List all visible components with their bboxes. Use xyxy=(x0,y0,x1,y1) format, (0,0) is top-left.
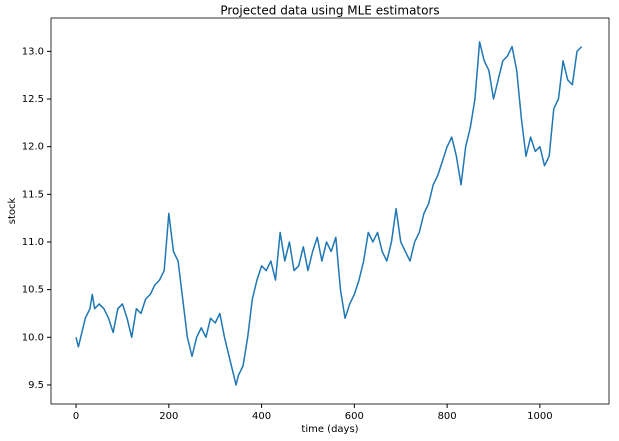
y-tick-label: 11.0 xyxy=(22,237,44,248)
x-tick-label: 200 xyxy=(159,411,178,422)
y-axis-label: stock xyxy=(7,198,18,225)
y-tick-label: 10.5 xyxy=(22,285,44,296)
data-line xyxy=(75,41,583,386)
x-tick-label: 1000 xyxy=(527,411,552,422)
y-tick-label: 12.5 xyxy=(22,94,44,105)
y-tick-label: 12.0 xyxy=(22,142,44,153)
plot-frame xyxy=(50,17,610,405)
x-tick-label: 600 xyxy=(345,411,364,422)
x-tick-label: 0 xyxy=(73,411,79,422)
x-tick-label: 800 xyxy=(438,411,457,422)
chart-title: Projected data using MLE estimators xyxy=(220,4,439,18)
y-tick-label: 11.5 xyxy=(22,189,44,200)
y-tick-label: 10.0 xyxy=(22,332,44,343)
x-axis-label: time (days) xyxy=(301,424,358,435)
y-tick-label: 13.0 xyxy=(22,46,44,57)
y-tick-label: 9.5 xyxy=(28,380,44,391)
x-tick-label: 400 xyxy=(252,411,271,422)
